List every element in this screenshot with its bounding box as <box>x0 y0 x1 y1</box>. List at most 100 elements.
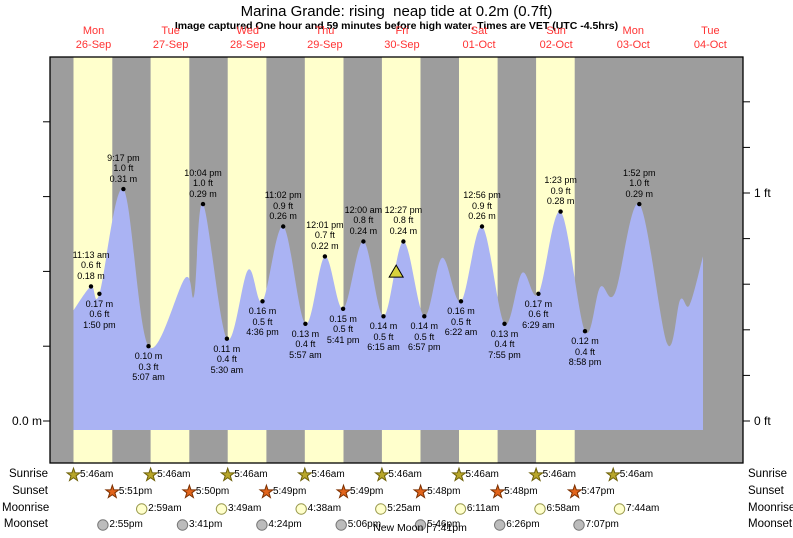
tide-extreme-marker <box>146 344 151 349</box>
y-axis-left-zero-label: 0.0 m <box>11 414 42 428</box>
day-weekday: Sat <box>470 25 488 37</box>
tide-extreme-label-line: 12:01 pm <box>306 219 344 230</box>
day-weekday: Sun <box>546 25 566 37</box>
day-date: 04-Oct <box>693 38 727 51</box>
moonrise-time: 4:38am <box>307 503 342 514</box>
tide-extreme-label-line: 0.11 m <box>213 343 241 354</box>
sunset-time: 5:50pm <box>195 486 230 497</box>
tide-extreme-marker <box>479 224 485 229</box>
day-label-01-Oct: Sat 01-Oct <box>463 25 496 52</box>
moonrise-time: 7:44am <box>626 503 660 514</box>
tide-extreme-label-line: 0.29 m <box>189 188 217 199</box>
sunrise-star-icon <box>374 466 390 482</box>
tide-extreme-label-line: 0.9 ft <box>472 200 493 211</box>
tide-extreme-marker <box>582 329 588 334</box>
tide-extreme-label-high: 1:23 pm 0.9 ft 0.28 m <box>544 175 577 207</box>
tide-extreme-label-low: 0.12 m 0.4 ft 8:58 pm <box>569 336 602 368</box>
day-weekday: Mon <box>82 25 105 37</box>
sunset-time: 5:51pm <box>118 486 153 497</box>
tide-extreme-label-high: 11:13 am 0.6 ft 0.18 m <box>73 250 110 282</box>
moonset-time: 3:41pm <box>188 519 223 530</box>
day-label-30-Sep: Fri 30-Sep <box>384 25 419 52</box>
tide-extreme-marker <box>458 299 464 304</box>
tide-extreme-label-line: 0.18 m <box>77 270 105 281</box>
tide-extreme-label-line: 0.22 m <box>311 240 339 251</box>
tide-extreme-label-line: 11:13 am <box>72 249 110 260</box>
tide-extreme-label-line: 6:29 am <box>522 319 555 330</box>
tide-extreme-label-line: 0.15 m <box>329 313 357 324</box>
moonrise-circle-icon <box>454 503 467 515</box>
day-label-04-Oct: Tue 04-Oct <box>694 25 727 52</box>
tide-extreme-label-line: 0.12 m <box>571 336 599 347</box>
y-axis-right-zero-foot-label: 0 ft <box>754 414 771 428</box>
tide-extreme-label-line: 0.5 ft <box>414 331 435 342</box>
sunrise-time: 5:46am <box>619 469 654 480</box>
tide-extreme-label-low: 0.14 m 0.5 ft 6:15 am <box>367 321 400 353</box>
tide-extreme-label-high: 9:17 pm 1.0 ft 0.31 m <box>107 153 140 185</box>
tide-extreme-label-line: 5:57 am <box>289 349 322 360</box>
sunrise-star-icon <box>605 466 622 482</box>
moonset-circle-icon <box>176 519 189 531</box>
tide-extreme-label-line: 0.17 m <box>524 298 553 309</box>
moonset-time: 5:46pm <box>426 519 461 530</box>
tide-extreme-label-line: 10:04 pm <box>184 167 222 178</box>
tide-extreme-label-line: 0.14 m <box>369 321 398 332</box>
sunrise-time: 5:46am <box>311 469 345 480</box>
day-weekday: Fri <box>395 25 409 37</box>
tide-extreme-label-low: 0.13 m 0.4 ft 5:57 am <box>289 329 322 361</box>
tide-extreme-label-line: 0.8 ft <box>393 215 414 226</box>
sunset-row-label-right: Sunset <box>748 485 784 497</box>
tide-extreme-label-line: 0.8 ft <box>353 215 374 226</box>
tide-extreme-label-line: 0.5 ft <box>333 324 354 335</box>
tide-extreme-label-high: 10:04 pm 1.0 ft 0.29 m <box>184 168 222 200</box>
tide-extreme-marker <box>224 336 230 341</box>
day-date: 28-Sep <box>230 38 266 51</box>
moonrise-circle-icon <box>295 503 307 515</box>
tide-extreme-label-line: 0.6 ft <box>81 260 102 271</box>
day-label-29-Sep: Thu 29-Sep <box>307 25 342 52</box>
tide-extreme-marker <box>381 314 386 319</box>
tide-extreme-label-line: 0.13 m <box>291 328 320 339</box>
y-axis-right-one-foot-label: 1 ft <box>754 186 771 200</box>
tide-extreme-marker <box>322 254 328 259</box>
sunset-time: 5:47pm <box>581 486 615 497</box>
moonrise-circle-icon <box>215 503 228 515</box>
moonset-circle-icon <box>414 519 427 531</box>
tide-extreme-label-line: 1.0 ft <box>629 178 650 189</box>
day-label-26-Sep: Mon 26-Sep <box>76 25 111 52</box>
tide-extreme-label-line: 0.4 ft <box>494 339 515 350</box>
new-moon-label: New Moon | 7:41pm <box>373 522 467 534</box>
moonset-time: 7:07pm <box>585 519 619 530</box>
sunrise-time: 5:46am <box>388 469 422 480</box>
tide-extreme-label-line: 0.9 ft <box>550 185 571 196</box>
tide-extreme-label-high: 12:00 am 0.8 ft 0.24 m <box>345 205 383 237</box>
tide-extreme-marker <box>502 321 507 326</box>
moonrise-time: 6:11am <box>466 503 500 514</box>
tide-extreme-label-low: 0.14 m 0.5 ft 6:57 pm <box>408 321 441 353</box>
tide-extreme-label-line: 0.16 m <box>447 306 475 317</box>
tide-extreme-label-line: 12:56 pm <box>463 190 501 201</box>
tide-extreme-label-low: 0.15 m 0.5 ft 5:41 pm <box>327 314 360 346</box>
tide-curve <box>73 188 703 430</box>
moonrise-circle-icon <box>375 503 387 515</box>
moonset-circle-icon <box>494 519 506 531</box>
moonrise-circle-icon <box>136 503 148 515</box>
moonset-circle-icon <box>335 519 347 531</box>
sunrise-star-icon <box>142 466 159 482</box>
tide-extreme-label-line: 0.24 m <box>389 225 418 236</box>
tide-extreme-marker <box>200 201 206 207</box>
tide-extreme-label-line: 5:30 am <box>210 364 244 375</box>
sunset-star-icon <box>566 483 583 499</box>
moonset-row-label-left: Moonset <box>3 518 48 530</box>
tide-extreme-label-low: 0.13 m 0.4 ft 7:55 pm <box>488 329 521 361</box>
tide-extreme-marker <box>260 299 265 304</box>
sunrise-star-icon <box>296 466 313 482</box>
tide-extreme-label-line: 0.13 m <box>490 328 519 339</box>
tide-extreme-label-low: 0.17 m 0.6 ft 6:29 am <box>522 299 555 331</box>
tide-extreme-marker <box>281 224 286 229</box>
tide-extreme-label-line: 0.16 m <box>248 306 277 317</box>
tide-extreme-label-low: 0.17 m 0.6 ft 1:50 pm <box>83 299 116 331</box>
tide-extreme-label-line: 0.5 ft <box>373 331 394 342</box>
moonrise-time: 5:25am <box>387 503 421 514</box>
moonrise-time: 3:49am <box>227 503 262 514</box>
